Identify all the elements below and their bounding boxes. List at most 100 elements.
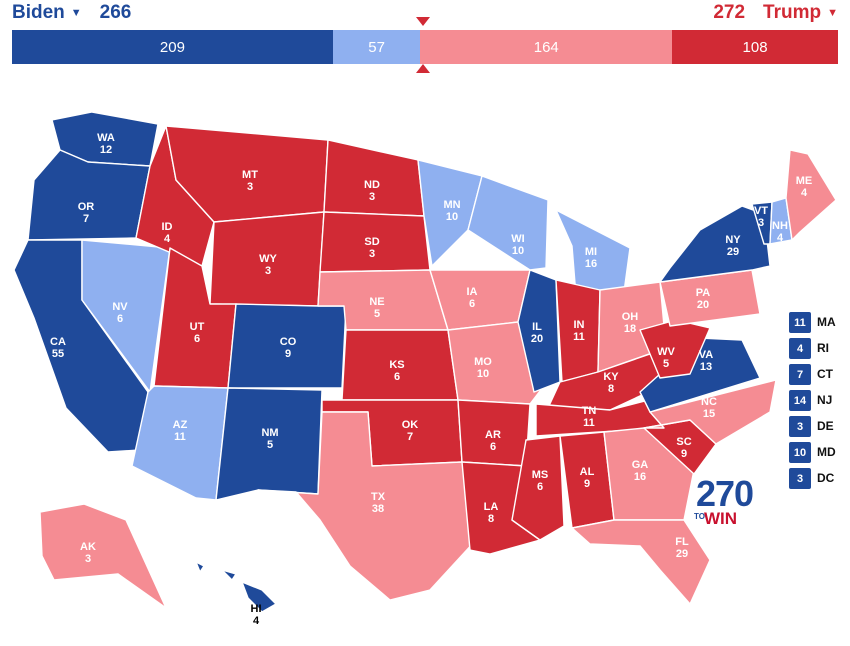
state-ny[interactable] [659, 205, 771, 283]
state-label-tn: TN [582, 405, 597, 417]
state-ev-va: 13 [700, 361, 712, 373]
state-label-ca: CA [50, 336, 66, 348]
logo-number: 270 [696, 473, 754, 514]
state-label-tx: TX [371, 491, 386, 503]
small-state-ev[interactable]: 10 [789, 442, 811, 463]
small-state-ev[interactable]: 3 [789, 416, 811, 437]
candidate-name-right[interactable]: Trump [763, 2, 822, 23]
state-label-nm: NM [261, 427, 278, 439]
chevron-down-icon[interactable]: ▼ [827, 7, 838, 19]
state-label-la: LA [484, 501, 499, 513]
small-state-abbr: CT [817, 367, 833, 381]
state-label-mt: MT [242, 169, 258, 181]
state-label-az: AZ [173, 419, 188, 431]
midpoint-marker-top [416, 17, 430, 26]
state-ev-co: 9 [285, 348, 291, 360]
small-state-abbr: MD [817, 445, 836, 459]
state-ak[interactable] [39, 503, 167, 609]
state-ev-hi: 4 [253, 615, 260, 627]
state-ga[interactable] [603, 427, 695, 521]
state-hi[interactable] [195, 561, 277, 613]
state-ev-mo: 10 [477, 368, 489, 380]
state-ev-mt: 3 [247, 181, 253, 193]
state-label-oh: OH [622, 311, 639, 323]
state-ev-sd: 3 [369, 248, 375, 260]
state-label-ny: NY [725, 234, 741, 246]
ev-bar-segment-lean-dem: 57 [332, 30, 421, 64]
state-ev-ks: 6 [394, 371, 400, 383]
ev-bar-segment-safe-dem: 209 [12, 30, 333, 64]
state-label-wa: WA [97, 132, 115, 144]
small-state-abbr: MA [817, 315, 836, 329]
ev-total-left: 266 [99, 2, 132, 23]
state-me[interactable] [785, 149, 837, 241]
ev-bar-segment-safe-rep: 108 [672, 30, 838, 64]
state-label-al: AL [580, 466, 595, 478]
small-state-abbr: DC [817, 471, 835, 485]
state-co[interactable] [227, 303, 347, 389]
state-label-ia: IA [467, 286, 478, 298]
state-wi[interactable] [467, 175, 549, 271]
state-label-ak: AK [80, 541, 96, 553]
state-nc[interactable] [643, 379, 777, 445]
state-label-va: VA [699, 349, 714, 361]
state-ev-nc: 15 [703, 408, 715, 420]
small-state-ev[interactable]: 11 [789, 312, 811, 333]
state-label-hi: HI [251, 603, 262, 615]
state-il[interactable] [517, 269, 561, 393]
state-ev-mi: 16 [585, 258, 597, 270]
state-ev-ny: 29 [727, 246, 739, 258]
state-ev-ms: 6 [537, 481, 543, 493]
state-label-ga: GA [632, 459, 649, 471]
state-az[interactable] [131, 385, 229, 501]
state-ev-oh: 18 [624, 323, 636, 335]
small-state-ev[interactable]: 7 [789, 364, 811, 385]
state-label-wi: WI [511, 233, 524, 245]
state-label-fl: FL [675, 536, 689, 548]
ev-bar-segment-lean-rep: 164 [420, 30, 673, 64]
trump-total[interactable]: 272 Trump ▼ [713, 2, 838, 24]
state-mn[interactable] [417, 159, 483, 267]
state-ev-me: 4 [801, 187, 808, 199]
state-label-il: IL [532, 321, 542, 333]
state-ev-ia: 6 [469, 298, 475, 310]
state-ev-az: 11 [174, 431, 186, 443]
state-ms[interactable] [511, 435, 565, 541]
state-ev-wi: 10 [512, 245, 524, 257]
small-state-ev[interactable]: 3 [789, 468, 811, 489]
state-ev-fl: 29 [676, 548, 688, 560]
state-label-ar: AR [485, 429, 501, 441]
biden-total[interactable]: Biden ▼ 266 [12, 2, 131, 24]
state-label-me: ME [796, 175, 813, 187]
state-label-mo: MO [474, 356, 492, 368]
state-nd[interactable] [323, 139, 425, 217]
state-ia[interactable] [429, 269, 531, 331]
logo-to: TO [694, 512, 705, 521]
state-ev-in: 11 [573, 331, 585, 343]
candidate-name-left[interactable]: Biden [12, 2, 65, 23]
small-state-ev[interactable]: 14 [789, 390, 811, 411]
state-label-nc: NC [701, 396, 717, 408]
chevron-down-icon[interactable]: ▼ [70, 7, 82, 19]
state-ev-nm: 5 [267, 439, 273, 451]
small-state-abbr: DE [817, 419, 834, 433]
small-state-abbr: RI [817, 341, 829, 355]
state-ev-wy: 3 [265, 265, 271, 277]
state-label-ne: NE [369, 296, 384, 308]
state-ev-ak: 3 [85, 553, 91, 565]
small-state-ev[interactable]: 4 [789, 338, 811, 359]
state-label-ks: KS [389, 359, 404, 371]
header: Biden ▼ 266 272 Trump ▼ [0, 0, 850, 30]
state-ev-or: 7 [83, 213, 89, 225]
state-label-wy: WY [259, 253, 277, 265]
state-ev-sc: 9 [681, 448, 687, 460]
state-ev-ut: 6 [194, 333, 200, 345]
state-ev-nd: 3 [369, 191, 375, 203]
state-label-pa: PA [696, 287, 711, 299]
state-tx[interactable] [257, 411, 477, 601]
state-ev-ky: 8 [608, 383, 614, 395]
state-fl[interactable] [571, 519, 711, 605]
state-ev-tx: 38 [372, 503, 384, 515]
state-ev-wa: 12 [100, 144, 112, 156]
